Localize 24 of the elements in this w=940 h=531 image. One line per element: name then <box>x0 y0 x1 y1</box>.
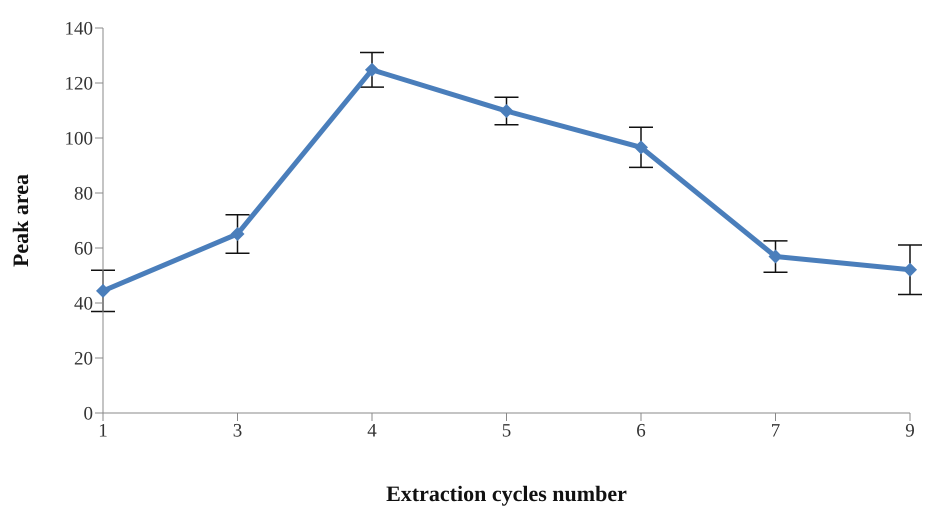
y-axis-title: Peak area <box>8 174 33 268</box>
x-tick-label: 6 <box>636 420 646 442</box>
y-tick-label: 40 <box>74 294 93 315</box>
point <box>768 250 782 264</box>
point <box>365 62 379 77</box>
x-tick-label: 9 <box>905 420 915 442</box>
y-tick-label: 140 <box>64 18 93 40</box>
y-tick-label: 20 <box>74 348 93 370</box>
x-tick-label: 5 <box>502 420 512 442</box>
x-tick-label: 3 <box>232 420 242 442</box>
x-axis-title: Extraction cycles number <box>386 481 628 506</box>
x-tick-label: 1 <box>98 420 108 442</box>
point <box>230 226 244 241</box>
point <box>634 140 648 154</box>
point <box>903 262 917 277</box>
x-tick-label: 4 <box>367 420 378 442</box>
y-tick-label: 60 <box>74 238 93 260</box>
x-tick-label: 7 <box>770 420 780 442</box>
point <box>500 104 514 118</box>
y-tick-label: 80 <box>74 184 93 205</box>
y-tick-label: 100 <box>64 128 93 150</box>
y-tick-label: 0 <box>84 404 93 425</box>
point <box>96 284 110 298</box>
y-tick-label: 120 <box>64 74 93 95</box>
